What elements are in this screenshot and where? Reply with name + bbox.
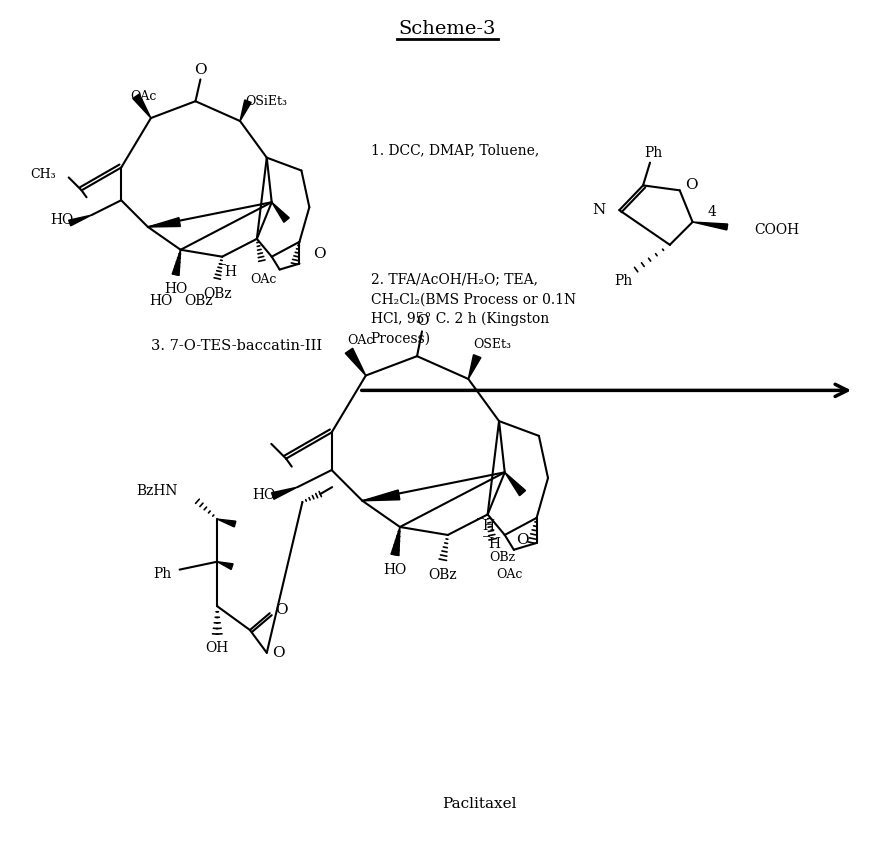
Text: HO: HO — [384, 562, 407, 577]
Text: O: O — [275, 603, 288, 617]
Polygon shape — [345, 348, 366, 375]
Polygon shape — [148, 218, 181, 227]
Text: O: O — [313, 247, 326, 261]
Polygon shape — [217, 561, 233, 569]
Text: CH₃: CH₃ — [30, 168, 55, 181]
Text: Ph: Ph — [614, 274, 632, 289]
Text: Scheme-3: Scheme-3 — [398, 20, 496, 38]
Text: Ph: Ph — [644, 146, 662, 159]
Text: O: O — [686, 178, 698, 192]
Text: OAc: OAc — [348, 334, 374, 347]
Polygon shape — [272, 202, 290, 222]
Text: OAc: OAc — [130, 90, 156, 103]
Text: Process): Process) — [371, 332, 431, 346]
Text: OBz: OBz — [428, 567, 457, 582]
Text: OAc: OAc — [496, 568, 523, 581]
Text: O: O — [194, 63, 207, 76]
Text: OSiEt₃: OSiEt₃ — [245, 95, 287, 108]
Text: 4: 4 — [708, 205, 717, 219]
Text: OBz: OBz — [489, 550, 516, 564]
Polygon shape — [173, 249, 181, 275]
Text: O: O — [416, 314, 428, 327]
Polygon shape — [240, 100, 251, 121]
Text: N: N — [592, 203, 605, 217]
Text: 1. DCC, DMAP, Toluene,: 1. DCC, DMAP, Toluene, — [371, 144, 539, 158]
Text: ̅H: ̅H — [490, 537, 502, 551]
Text: 2. TFA/AcOH/H₂O; TEA,: 2. TFA/AcOH/H₂O; TEA, — [371, 273, 538, 286]
Text: ̅H: ̅H — [484, 519, 495, 533]
Text: O: O — [516, 533, 529, 547]
Text: O: O — [273, 646, 285, 660]
Text: Paclitaxel: Paclitaxel — [443, 797, 517, 812]
Text: OH: OH — [206, 641, 229, 655]
Text: OSEt₃: OSEt₃ — [473, 338, 511, 351]
Text: OAc: OAc — [250, 273, 277, 286]
Polygon shape — [133, 94, 151, 118]
Text: HO: HO — [252, 488, 275, 502]
Polygon shape — [693, 222, 728, 230]
Text: 3. 7-O-TES-baccatin-III: 3. 7-O-TES-baccatin-III — [151, 339, 322, 353]
Polygon shape — [505, 472, 526, 495]
Text: COOH: COOH — [754, 223, 799, 237]
Polygon shape — [391, 527, 400, 555]
Polygon shape — [468, 355, 481, 379]
Polygon shape — [362, 490, 400, 500]
Text: ̅H: ̅H — [226, 265, 238, 279]
Text: OBz: OBz — [203, 287, 232, 302]
Text: HO: HO — [164, 282, 187, 297]
Polygon shape — [69, 215, 91, 225]
Text: HCl, 95° C. 2 h (Kingston: HCl, 95° C. 2 h (Kingston — [371, 312, 549, 327]
Text: HO: HO — [50, 213, 73, 227]
Polygon shape — [217, 519, 236, 527]
Text: HO: HO — [149, 294, 173, 309]
Text: Ph: Ph — [154, 566, 172, 580]
Text: BzHN: BzHN — [136, 484, 178, 499]
Polygon shape — [272, 487, 298, 500]
Text: OBz: OBz — [184, 294, 213, 309]
Text: CH₂Cl₂(BMS Process or 0.1N: CH₂Cl₂(BMS Process or 0.1N — [371, 292, 576, 306]
